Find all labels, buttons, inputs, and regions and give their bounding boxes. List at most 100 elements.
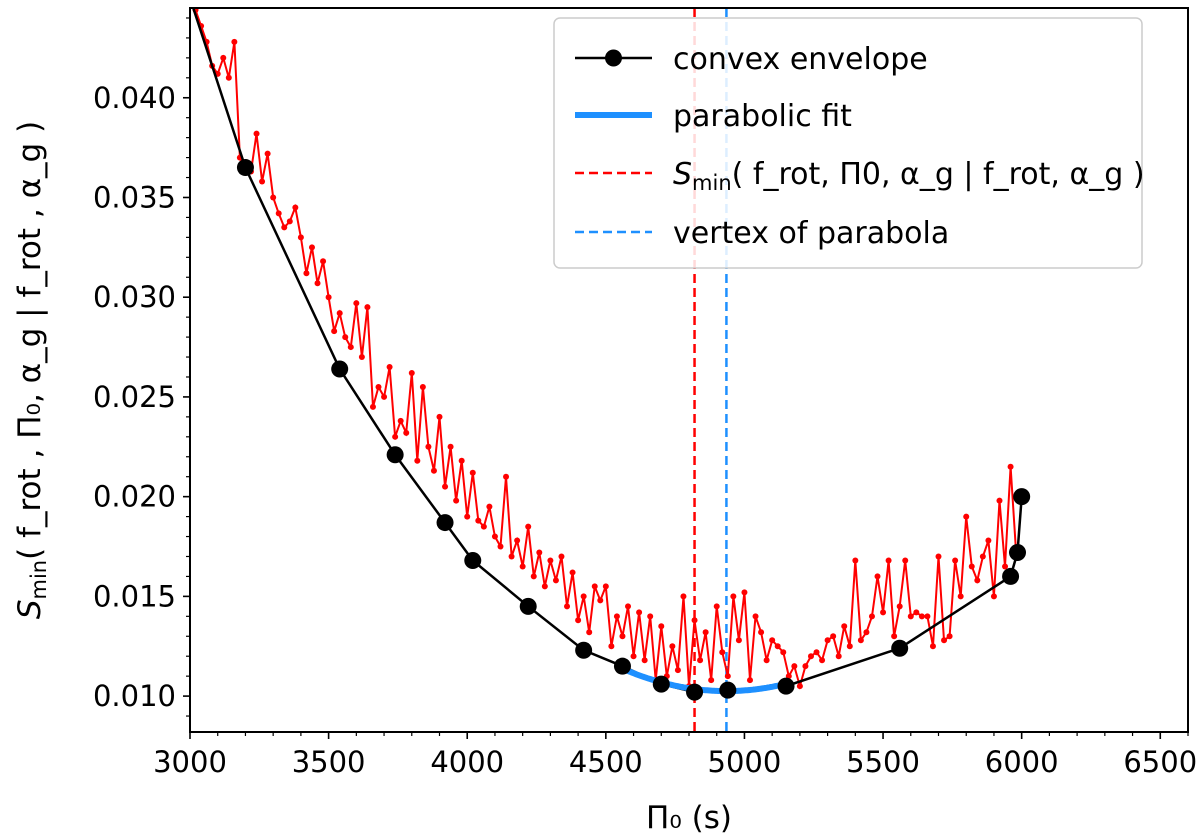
scan-point xyxy=(796,683,803,690)
scan-point xyxy=(408,369,415,376)
legend-label: Smin( f_rot, Π0, α_g | f_rot, α_g ) xyxy=(673,157,1145,195)
scan-point xyxy=(320,258,327,265)
scan-point xyxy=(741,589,748,596)
scan-point xyxy=(491,533,498,540)
scan-point xyxy=(891,633,898,640)
scan-point xyxy=(868,613,875,620)
scan-point xyxy=(386,364,393,371)
scan-point xyxy=(586,629,593,636)
x-tick-label: 3000 xyxy=(153,745,227,779)
scan-point xyxy=(259,178,266,185)
scan-point xyxy=(724,673,731,680)
scan-point xyxy=(536,549,543,556)
scan-point xyxy=(397,417,404,424)
scan-point xyxy=(824,637,831,644)
scan-point xyxy=(946,633,953,640)
legend-label: parabolic fit xyxy=(673,99,852,134)
scan-point xyxy=(758,629,765,636)
scan-point xyxy=(447,443,454,450)
scan-point xyxy=(325,294,332,301)
scan-point xyxy=(929,643,936,650)
scan-point xyxy=(985,537,992,544)
scan-point xyxy=(658,623,665,630)
scan-point xyxy=(846,643,853,650)
scan-point xyxy=(464,513,471,520)
scan-point xyxy=(597,597,604,604)
legend-sub: min xyxy=(692,171,732,195)
scan-point xyxy=(979,553,986,560)
envelope-point xyxy=(719,681,737,699)
scan-point xyxy=(503,473,510,480)
scan-point xyxy=(802,663,809,670)
x-tick-label: 5000 xyxy=(708,745,782,779)
scan-point xyxy=(647,613,654,620)
scan-point xyxy=(281,224,288,231)
envelope-point xyxy=(652,675,670,693)
scan-point xyxy=(225,74,232,81)
scan-point xyxy=(841,623,848,630)
scan-point xyxy=(525,523,532,530)
scan-point xyxy=(730,593,737,600)
scan-point xyxy=(885,557,892,564)
envelope-point xyxy=(1002,567,1020,585)
legend-label: convex envelope xyxy=(673,42,928,77)
scan-point xyxy=(297,234,304,241)
scan-point xyxy=(591,583,598,590)
scan-point xyxy=(419,383,426,390)
scan-point xyxy=(1007,463,1014,470)
scan-point xyxy=(630,653,637,660)
scan-point xyxy=(303,270,310,277)
envelope-point xyxy=(891,639,909,657)
scan-point xyxy=(564,603,571,610)
scan-point xyxy=(480,523,487,530)
y-tick-label: 0.010 xyxy=(93,679,176,713)
scan-point xyxy=(253,130,260,137)
scan-point xyxy=(430,467,437,474)
envelope-point xyxy=(464,551,482,569)
x-tick-label: 3500 xyxy=(292,745,366,779)
scan-point xyxy=(231,38,238,45)
scan-point xyxy=(347,344,354,351)
x-tick-label: 5500 xyxy=(846,745,920,779)
scan-point xyxy=(952,557,959,564)
x-axis-label: Π₀ (s) xyxy=(646,800,732,836)
scan-point xyxy=(558,553,565,560)
x-tick-label: 4500 xyxy=(569,745,643,779)
scan-point xyxy=(364,304,371,311)
scan-point xyxy=(990,593,997,600)
y-tick-label: 0.020 xyxy=(93,480,176,514)
scan-point xyxy=(902,557,909,564)
scan-point xyxy=(580,593,587,600)
scan-point xyxy=(780,649,787,656)
scan-point xyxy=(414,457,421,464)
scan-point xyxy=(918,613,925,620)
x-tick-label: 6500 xyxy=(1123,745,1197,779)
series-parabolic-fit xyxy=(621,665,787,695)
scan-point xyxy=(636,609,643,616)
scan-point xyxy=(819,657,826,664)
y-tick-label: 0.015 xyxy=(93,579,176,613)
scan-point xyxy=(785,673,792,680)
scan-point xyxy=(791,663,798,670)
ylabel-rest: ( f_rot , Π₀, α_g | f_rot , α_g ) xyxy=(12,121,48,560)
scan-point xyxy=(996,497,1003,504)
legend-label: vertex of parabola xyxy=(673,216,949,251)
scan-point xyxy=(453,497,460,504)
scan-point xyxy=(691,617,698,624)
envelope-point xyxy=(686,683,704,701)
scan-point xyxy=(275,210,282,217)
scan-point xyxy=(475,517,482,524)
scan-point xyxy=(807,653,814,660)
scan-point xyxy=(442,483,449,490)
scan-point xyxy=(608,643,615,650)
scan-point xyxy=(331,328,338,335)
scan-point xyxy=(403,429,410,436)
scan-point xyxy=(375,383,382,390)
scan-point xyxy=(957,593,964,600)
scan-point xyxy=(519,563,526,570)
envelope-point xyxy=(613,657,631,675)
scan-point xyxy=(602,583,609,590)
scan-point xyxy=(974,577,981,584)
envelope-point xyxy=(331,360,349,378)
scan-point xyxy=(896,603,903,610)
